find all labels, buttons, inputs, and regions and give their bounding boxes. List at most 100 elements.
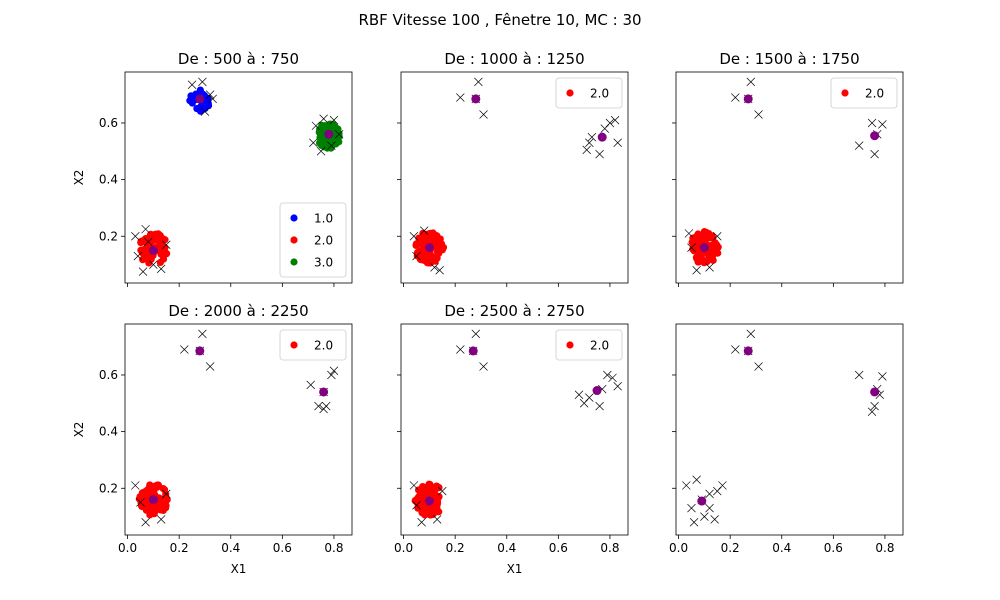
cross-marker — [138, 267, 148, 276]
scatter-point-3.0 — [316, 139, 324, 147]
cluster-center — [324, 129, 334, 139]
scatter-point-2.0 — [141, 498, 149, 506]
legend-box — [555, 329, 623, 361]
legend: 2.0 — [555, 77, 623, 109]
cross-marker — [692, 475, 701, 485]
cluster-center — [424, 243, 434, 253]
cross-stroke — [432, 515, 442, 524]
cross-marker — [419, 226, 429, 235]
cross-stroke — [327, 141, 336, 150]
cross-stroke — [319, 114, 328, 123]
cluster-center — [319, 387, 329, 397]
cross-stroke — [687, 503, 696, 513]
scatter-point-2.0 — [159, 484, 167, 493]
cluster-center — [699, 243, 709, 253]
cross-stroke — [314, 401, 323, 411]
subplot-3: De : 1500 à : 1750 2.0 — [672, 50, 904, 287]
cross-stroke — [608, 373, 617, 383]
cross-stroke — [867, 118, 877, 128]
axes-frame — [675, 323, 904, 536]
cross-marker — [471, 329, 481, 339]
cross-marker — [479, 110, 488, 119]
data-layer — [131, 329, 339, 527]
scatter-point-2.0 — [161, 496, 169, 504]
cross-marker — [314, 401, 323, 411]
legend-box — [555, 77, 623, 109]
cross-marker — [149, 260, 158, 269]
cross-marker — [309, 138, 318, 148]
cross-marker — [595, 149, 604, 159]
scatter-point-2.0 — [141, 247, 149, 255]
cross-stroke — [321, 401, 331, 411]
cluster-center — [471, 94, 481, 104]
cross-marker — [684, 229, 694, 238]
cross-marker — [854, 141, 864, 150]
cluster-center — [195, 346, 205, 356]
cross-stroke — [875, 390, 885, 400]
y-tick-label: 0.2 — [99, 481, 118, 495]
scatter-point-2.0 — [150, 489, 158, 497]
cross-stroke — [700, 512, 709, 521]
cross-marker — [731, 345, 740, 354]
cross-stroke — [311, 121, 321, 131]
x-tick-label: 0.4 — [497, 541, 516, 555]
axes-frame — [675, 71, 904, 284]
cross-stroke — [138, 267, 148, 276]
x-tick-label: 0.4 — [221, 541, 240, 555]
cross-stroke — [162, 489, 171, 499]
cross-stroke — [143, 237, 153, 247]
cross-stroke — [133, 251, 143, 261]
x-tick-label: 0.8 — [875, 541, 894, 555]
data-layer — [409, 77, 622, 275]
cross-marker — [432, 515, 442, 524]
cross-stroke — [870, 149, 879, 159]
cross-marker — [143, 237, 153, 247]
cross-stroke — [334, 130, 344, 139]
cross-marker — [700, 512, 709, 521]
scatter-point-2.0 — [138, 237, 146, 245]
cross-marker — [334, 130, 344, 139]
legend-label: 1.0 — [314, 212, 333, 226]
cluster-center — [597, 132, 607, 142]
cross-stroke — [136, 498, 145, 507]
cross-stroke — [574, 390, 584, 400]
x-tick-label: 0.6 — [824, 541, 843, 555]
cross-marker — [456, 93, 465, 102]
cross-stroke — [198, 77, 207, 87]
cross-marker — [870, 149, 879, 159]
cross-stroke — [456, 345, 465, 354]
cross-stroke — [610, 115, 620, 125]
cross-stroke — [682, 481, 691, 490]
cross-marker — [316, 147, 326, 156]
cross-marker — [208, 94, 217, 104]
cross-marker — [329, 115, 339, 125]
cross-marker — [479, 362, 488, 371]
cross-stroke — [705, 489, 714, 499]
cross-marker — [754, 110, 763, 119]
cross-marker — [327, 370, 336, 380]
legend-label: 2.0 — [865, 87, 884, 101]
cross-stroke — [417, 518, 426, 527]
scatter-point-2.0 — [421, 249, 429, 257]
legend-marker — [290, 214, 298, 222]
cross-marker — [613, 382, 622, 391]
scatter-point-2.0 — [156, 506, 164, 514]
cross-stroke — [419, 226, 429, 235]
cross-stroke — [754, 362, 763, 371]
y-tick-label: 0.4 — [99, 173, 118, 187]
axes-frame — [124, 71, 353, 284]
scatter-point-2.0 — [435, 249, 443, 257]
scatter-point-2.0 — [436, 235, 444, 243]
cross-marker — [587, 132, 597, 142]
cluster-center — [743, 346, 753, 356]
legend-marker — [841, 89, 849, 97]
cross-marker — [311, 121, 321, 131]
cross-marker — [319, 114, 328, 123]
cross-marker — [579, 399, 589, 408]
scatter-point-2.0 — [430, 508, 439, 516]
cross-marker — [687, 243, 696, 252]
cross-marker — [689, 518, 699, 527]
cross-stroke — [471, 329, 481, 339]
cross-stroke — [187, 80, 197, 89]
x-tick-label: 0.8 — [600, 541, 619, 555]
